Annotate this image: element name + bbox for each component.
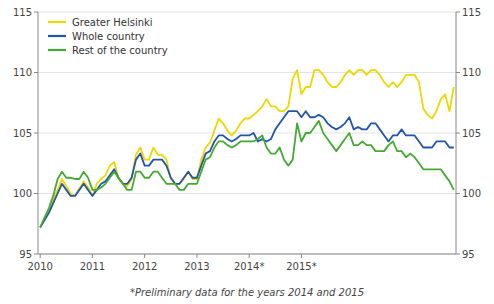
grid-line <box>38 12 456 13</box>
legend-label: Whole country <box>72 31 145 42</box>
x-tick <box>249 254 250 258</box>
x-tick <box>92 254 93 258</box>
y-tick <box>34 193 38 194</box>
x-tick-label: 2013 <box>184 261 209 272</box>
y-axis <box>38 12 39 254</box>
y-tick <box>34 133 38 134</box>
x-tick <box>144 254 145 258</box>
x-axis <box>38 254 456 255</box>
y2-tick-label: 115 <box>462 7 481 18</box>
y2-axis <box>456 12 457 254</box>
legend-swatch <box>48 35 66 37</box>
x-tick-label: 2015* <box>286 261 316 272</box>
legend-label: Rest of the country <box>72 45 168 56</box>
legend-swatch <box>48 49 66 51</box>
y2-tick-label: 105 <box>462 128 481 139</box>
y-tick-label: 110 <box>13 67 32 78</box>
y2-tick <box>456 193 460 194</box>
x-tick <box>196 254 197 258</box>
grid-line <box>38 133 456 134</box>
y-tick-label: 95 <box>19 249 32 260</box>
x-tick-label: 2012 <box>132 261 157 272</box>
legend-swatch <box>48 21 66 23</box>
y-tick <box>34 12 38 13</box>
y2-tick <box>456 133 460 134</box>
y2-tick <box>456 72 460 73</box>
y-tick-label: 115 <box>13 7 32 18</box>
x-tick-label: 2014* <box>234 261 264 272</box>
y2-tick-label: 110 <box>462 67 481 78</box>
series-line <box>40 70 454 227</box>
x-tick <box>301 254 302 258</box>
plot-area <box>40 70 454 227</box>
x-tick <box>40 254 41 258</box>
series-line <box>40 121 454 227</box>
series-line <box>40 111 454 227</box>
grid-line <box>38 72 456 73</box>
y2-tick-label: 95 <box>462 249 475 260</box>
y-tick <box>34 72 38 73</box>
legend: Greater Helsinki Whole country Rest of the… <box>48 17 168 56</box>
x-tick-label: 2010 <box>27 261 52 272</box>
y2-tick <box>456 12 460 13</box>
y-tick-label: 100 <box>13 188 32 199</box>
grid-line <box>38 254 456 255</box>
legend-label: Greater Helsinki <box>72 17 153 28</box>
grid-line <box>38 193 456 194</box>
y2-tick <box>456 254 460 255</box>
footnote: *Preliminary data for the years 2014 and… <box>130 287 364 298</box>
y2-tick-label: 100 <box>462 188 481 199</box>
x-tick-label: 2011 <box>80 261 105 272</box>
chart: 95 100 105 110 115 95 100 105 110 115 2010 2011 2012… <box>0 0 494 304</box>
y-tick <box>34 254 38 255</box>
y-tick-label: 105 <box>13 128 32 139</box>
